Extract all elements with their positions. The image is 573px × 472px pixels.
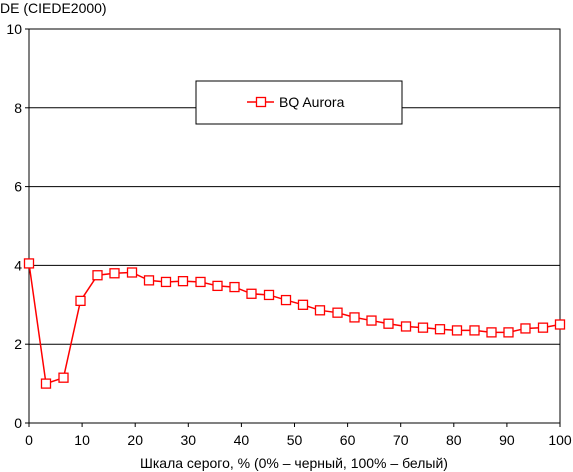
data-point	[434, 324, 446, 335]
y-tick-label: 0	[14, 415, 22, 431]
x-tick-label: 20	[127, 432, 143, 448]
x-tick-label: 90	[499, 432, 515, 448]
x-axis: 0 10 20 30 40 50 60 70 80 90 100	[25, 423, 572, 448]
legend-marker	[255, 96, 267, 108]
legend-label: BQ Aurora	[279, 94, 345, 110]
x-tick-label: 50	[287, 432, 303, 448]
legend-box	[195, 80, 403, 125]
data-point	[383, 318, 394, 329]
data-point	[297, 299, 309, 310]
y-tick-label: 2	[14, 336, 22, 352]
data-point	[537, 322, 549, 333]
data-point	[160, 276, 172, 288]
x-tick-label: 80	[446, 432, 462, 448]
data-point	[58, 372, 69, 383]
data-point	[503, 327, 514, 338]
data-point	[417, 322, 429, 333]
data-point	[469, 325, 480, 336]
y-tick-label: 6	[14, 179, 22, 195]
data-point	[40, 378, 52, 389]
x-tick-label: 0	[25, 432, 33, 448]
x-axis-title: Шкала серого, % (0% – черный, 100% – бел…	[140, 455, 448, 471]
data-point	[520, 323, 531, 334]
data-point	[75, 295, 86, 307]
data-point	[143, 275, 155, 286]
data-point	[212, 280, 223, 292]
y-axis-title: DE (CIEDE2000)	[0, 0, 107, 16]
data-point	[177, 276, 189, 287]
legend: BQ Aurora	[195, 80, 403, 125]
data-point	[314, 305, 326, 316]
data-point	[263, 289, 275, 301]
data-point	[229, 281, 240, 293]
data-point	[109, 268, 120, 279]
data-point	[451, 325, 463, 336]
data-point	[400, 321, 412, 332]
data-point	[92, 270, 103, 281]
x-tick-label: 100	[548, 432, 572, 448]
x-tick-label: 70	[393, 432, 409, 448]
data-point	[554, 319, 566, 330]
x-tick-label: 40	[234, 432, 250, 448]
data-point	[246, 288, 257, 299]
data-point	[349, 312, 360, 323]
x-tick-label: 60	[340, 432, 356, 448]
y-axis: 0 2 4 6 8 10	[6, 21, 29, 431]
data-point	[486, 327, 497, 338]
y-tick-label: 8	[14, 100, 22, 116]
data-point	[280, 294, 292, 306]
x-tick-label: 30	[181, 432, 197, 448]
data-point	[23, 258, 35, 269]
series-layer	[23, 258, 566, 389]
data-point	[332, 307, 343, 318]
data-point	[366, 315, 377, 326]
y-tick-label: 4	[14, 257, 22, 273]
data-point	[126, 267, 138, 278]
x-tick-label: 10	[74, 432, 90, 448]
y-tick-label: 10	[6, 21, 22, 37]
data-point	[195, 276, 206, 288]
